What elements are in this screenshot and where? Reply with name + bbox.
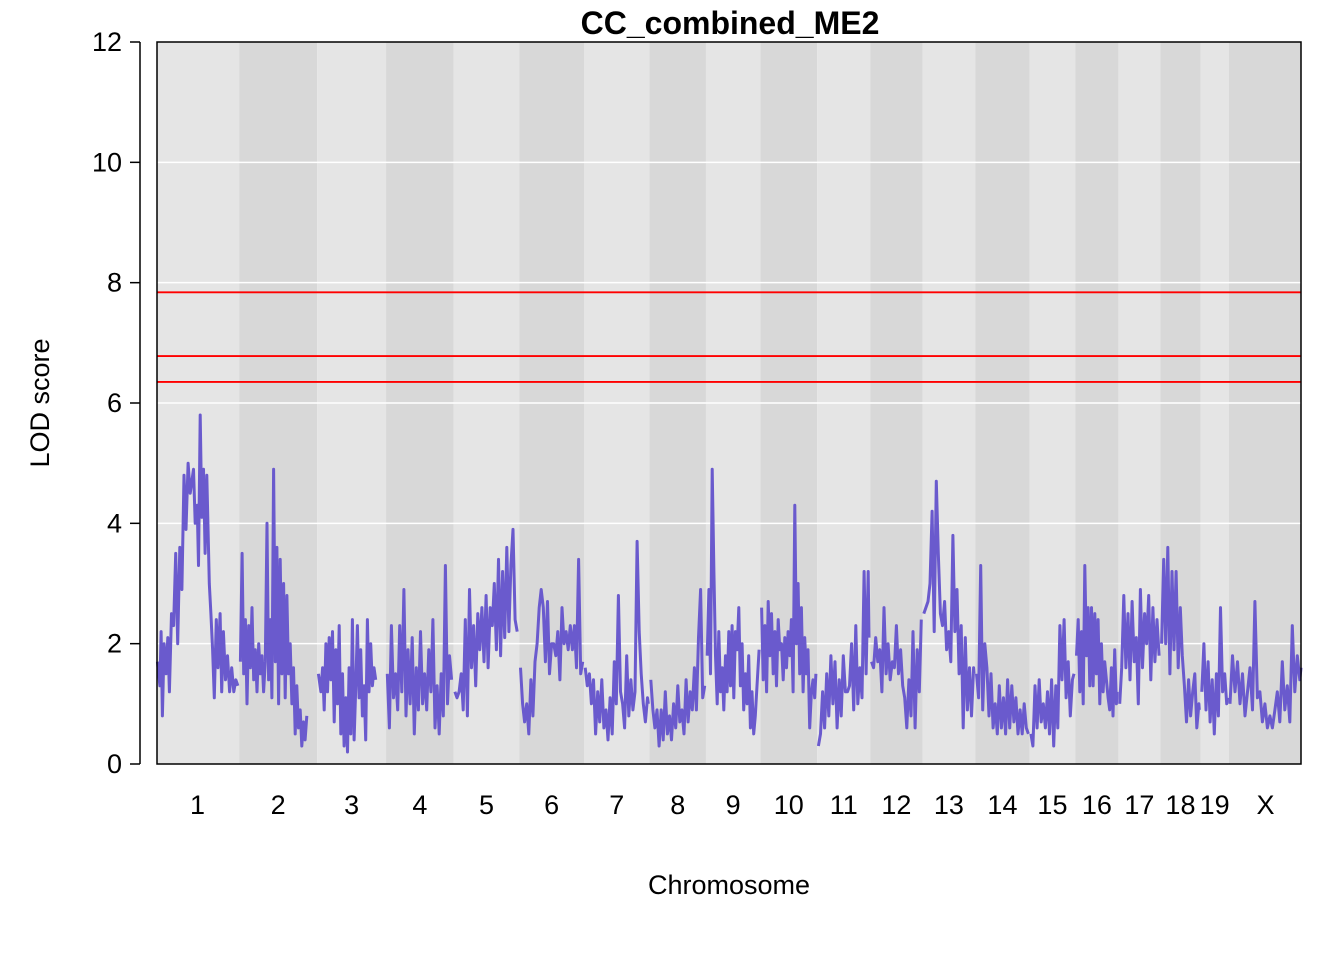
x-tick-label-10: 10 — [774, 790, 804, 820]
y-tick-label-12: 12 — [92, 27, 122, 57]
x-axis-label: Chromosome — [648, 870, 810, 900]
lod-curve-chr-12 — [870, 606, 923, 730]
lod-curve-chr-6 — [519, 557, 585, 736]
x-axis-ticks: 1 2 3 4 5 6 7 8 9 10 11 12 13 14 15 16 17 18 19 X — [190, 790, 1275, 820]
x-tick-label-9: 9 — [726, 790, 741, 820]
lod-curve-chr-17 — [1118, 588, 1161, 706]
x-tick-label-3: 3 — [344, 790, 359, 820]
x-tick-label-13: 13 — [934, 790, 964, 820]
y-tick-label-10: 10 — [92, 147, 122, 177]
lod-curve-chr-10 — [760, 503, 818, 730]
lod-curve-chr-13 — [922, 479, 976, 730]
lod-curve-chr-1 — [155, 413, 240, 718]
x-tick-label-12: 12 — [881, 790, 911, 820]
lod-curve-chr-16 — [1075, 564, 1119, 718]
x-tick-label-7: 7 — [609, 790, 624, 820]
lod-curve-chr-2 — [238, 467, 309, 748]
x-tick-label-11: 11 — [830, 790, 858, 820]
x-tick-label-4: 4 — [412, 790, 427, 820]
y-tick-label-0: 0 — [107, 749, 122, 779]
x-tick-label-X: X — [1257, 790, 1275, 820]
lod-curve-chr-11 — [816, 570, 871, 747]
lod-curve-chr-18 — [1160, 545, 1201, 730]
lod-curve-chr-14 — [975, 564, 1030, 736]
x-tick-label-6: 6 — [544, 790, 559, 820]
x-tick-label-16: 16 — [1082, 790, 1112, 820]
x-tick-label-19: 19 — [1200, 790, 1230, 820]
y-tick-label-6: 6 — [107, 388, 122, 418]
lod-curve-chr-8 — [649, 588, 707, 748]
lod-curve-chr-9 — [705, 467, 761, 736]
lod-curve — [155, 413, 1303, 754]
lod-curve-chr-19 — [1200, 606, 1230, 736]
x-tick-label-1: 1 — [190, 790, 205, 820]
x-tick-label-18: 18 — [1165, 790, 1195, 820]
x-tick-label-14: 14 — [987, 790, 1017, 820]
lod-curve-chr-7 — [583, 539, 650, 742]
chart-title: CC_combined_ME2 — [581, 5, 880, 41]
y-axis-label: LOD score — [25, 338, 55, 467]
x-tick-label-5: 5 — [479, 790, 494, 820]
plot-border — [156, 41, 1302, 765]
lod-curve-chr-3 — [316, 618, 378, 754]
x-tick-label-15: 15 — [1037, 790, 1067, 820]
threshold-lines — [157, 291, 1301, 383]
lod-curve-chr-5 — [453, 527, 519, 718]
y-axis-ticks: 0 2 4 6 8 10 12 — [92, 27, 140, 779]
y-tick-label-4: 4 — [107, 508, 122, 538]
y-tick-label-2: 2 — [107, 629, 122, 659]
lod-curve-chr-4 — [385, 564, 454, 736]
x-tick-label-2: 2 — [271, 790, 286, 820]
lod-curve-chr-X — [1228, 600, 1303, 730]
lod-curve-chr-15 — [1029, 618, 1076, 748]
x-tick-label-17: 17 — [1124, 790, 1154, 820]
x-tick-label-8: 8 — [670, 790, 685, 820]
y-tick-label-8: 8 — [107, 268, 122, 298]
